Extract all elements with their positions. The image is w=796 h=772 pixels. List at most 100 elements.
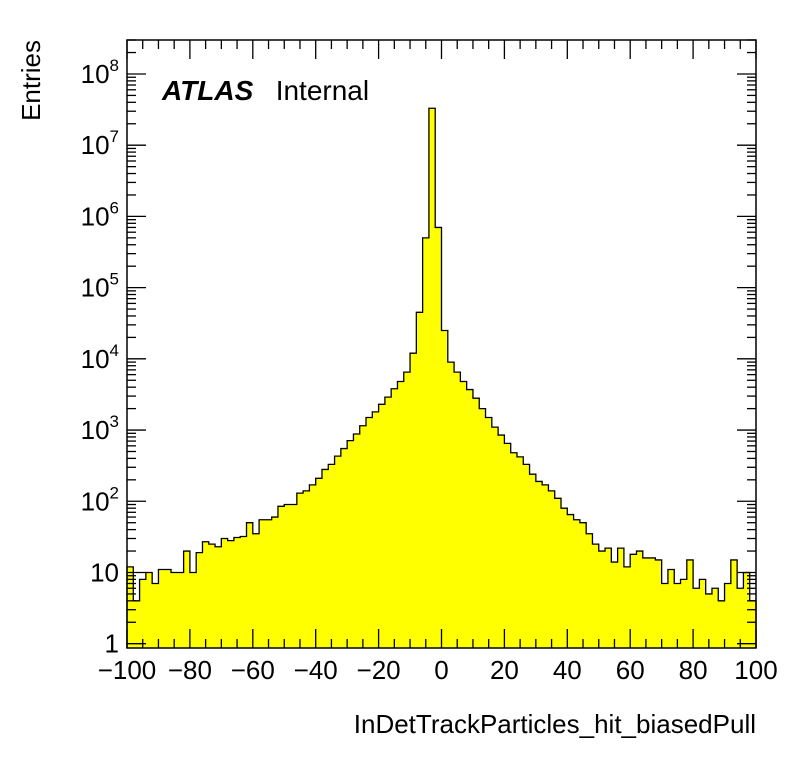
x-tick-label: 20	[490, 655, 519, 685]
histogram-bar	[605, 548, 612, 648]
x-tick-label: 0	[434, 655, 448, 685]
histogram-bar	[127, 566, 134, 648]
histogram-bar	[208, 544, 216, 648]
histogram-bar	[598, 551, 606, 648]
histogram-bar	[567, 514, 574, 648]
histogram-bar	[667, 569, 675, 648]
histogram-bar	[422, 237, 430, 649]
histogram-bar	[340, 448, 348, 648]
histogram-bar	[649, 557, 656, 648]
x-tick-label: −100	[98, 655, 157, 685]
histogram-bar	[145, 572, 153, 648]
histogram-bar	[296, 493, 304, 648]
histogram-bar	[133, 600, 140, 648]
histogram-bar	[454, 372, 461, 648]
histogram-bar	[177, 572, 184, 648]
histogram-bar	[661, 583, 669, 648]
histogram-bar	[221, 538, 228, 648]
histogram-bar	[259, 519, 266, 648]
y-axis-title: Entries	[16, 40, 46, 121]
histogram-bar	[460, 381, 467, 648]
histogram-bar	[561, 508, 568, 648]
histogram-bar	[410, 353, 417, 648]
y-tick-label: 107	[81, 127, 119, 160]
histogram-bar	[309, 484, 316, 648]
histogram-bar	[435, 227, 442, 648]
histogram-bar	[737, 588, 744, 648]
y-tick-label: 1	[105, 629, 119, 659]
x-tick-label: 60	[616, 655, 645, 685]
histogram-bar	[366, 417, 373, 648]
histogram-bar	[485, 417, 493, 648]
histogram-bar	[674, 583, 681, 648]
histogram-bar	[535, 481, 543, 648]
histogram-bar	[353, 434, 361, 648]
histogram-bar	[152, 583, 159, 648]
histogram-outline	[126, 107, 757, 648]
atlas-label-internal: Internal	[276, 75, 369, 106]
y-tick-label: 105	[81, 270, 119, 303]
histogram-bar	[630, 554, 637, 648]
x-tick-labels: −100 −80 −60 −40 −20 0 20 40 60 80 100	[98, 655, 778, 685]
histogram-bar	[749, 600, 757, 648]
histogram-bar	[504, 443, 511, 648]
histogram-bar	[315, 478, 323, 648]
histogram-bar	[303, 490, 310, 648]
histogram-bar	[384, 397, 392, 648]
histogram-bar	[447, 362, 455, 648]
histogram-bar	[693, 588, 700, 648]
y-tick-label: 103	[81, 412, 119, 445]
x-tick-label: −40	[294, 655, 338, 685]
histogram-bar	[290, 504, 298, 648]
histogram-bar	[699, 579, 706, 648]
x-tick-label: −80	[168, 655, 212, 685]
histogram-bar	[202, 541, 210, 648]
histogram-bar	[586, 533, 593, 648]
histogram-bars	[127, 108, 757, 649]
x-tick-label: 100	[734, 655, 777, 685]
histogram-bar	[158, 569, 166, 648]
histogram-bar	[378, 404, 386, 648]
histogram-bar	[623, 566, 631, 648]
histogram-bar	[441, 330, 449, 648]
histogram-bar	[328, 464, 335, 648]
histogram-bar	[523, 464, 530, 648]
histogram-bar	[680, 579, 688, 648]
y-tick-label: 102	[81, 483, 119, 516]
histogram-bar	[636, 551, 644, 648]
y-tick-label: 10	[90, 557, 119, 587]
histogram-bar	[246, 522, 254, 648]
histogram-bar	[711, 588, 719, 648]
histogram-bar	[284, 504, 291, 648]
histogram-bar	[573, 519, 581, 648]
y-tick-label: 106	[81, 198, 119, 231]
x-tick-label: 40	[553, 655, 582, 685]
histogram-bar	[617, 548, 625, 648]
histogram-bar	[321, 469, 329, 648]
histogram-bar	[139, 579, 147, 648]
histogram-bar	[215, 546, 222, 648]
histogram-bar	[466, 389, 474, 648]
histogram-bar	[479, 408, 486, 648]
x-tick-label: −20	[357, 655, 401, 685]
histogram-bar	[265, 519, 272, 648]
histogram-bar	[347, 440, 354, 648]
histogram-bar	[730, 559, 738, 648]
histogram-bar	[611, 562, 618, 648]
histogram-bar	[655, 559, 662, 648]
histogram-bar	[705, 593, 713, 648]
y-tick-label: 104	[81, 341, 119, 374]
histogram-bar	[548, 490, 556, 648]
x-axis-title: InDetTrackParticles_hit_biasedPull	[354, 709, 756, 739]
histogram-bar	[334, 456, 342, 648]
histogram-bar	[372, 411, 379, 648]
histogram-bar	[271, 517, 279, 648]
histogram-bar	[554, 498, 562, 648]
histogram-bar	[498, 435, 505, 648]
histogram-bar	[542, 484, 549, 648]
histogram-bar	[510, 452, 518, 648]
histogram-bar	[718, 600, 725, 648]
histogram-bar	[416, 312, 423, 648]
histogram-bar	[233, 537, 241, 648]
histogram-bar	[724, 583, 732, 648]
